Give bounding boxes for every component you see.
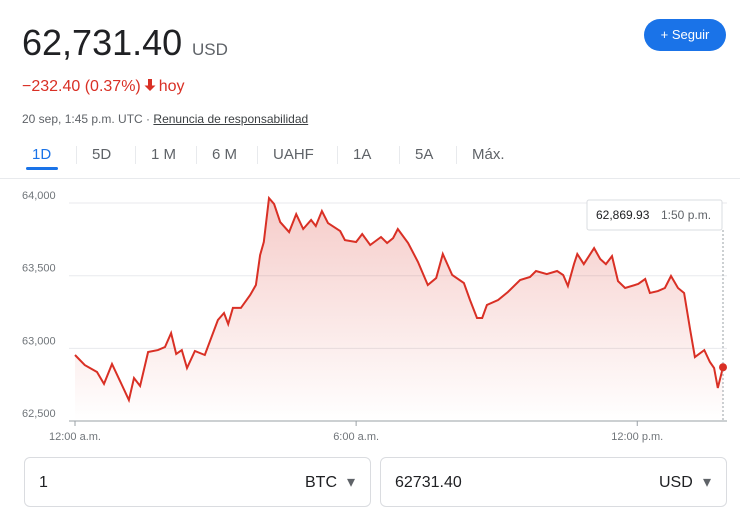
tab[interactable]: 5A (415, 146, 434, 163)
tab-separator (257, 146, 258, 164)
change-period: hoy (158, 78, 185, 95)
y-tick-label: 63,000 (22, 335, 56, 347)
y-tick-label: 64,000 (22, 190, 56, 202)
tab[interactable]: 1 M (151, 146, 177, 163)
timestamp: 20 sep, 1:45 p.m. UTC · (22, 112, 151, 126)
tab[interactable]: 1D (32, 146, 52, 163)
amount-from-box[interactable]: 1 BTC ▾ (24, 457, 371, 507)
tab-separator (337, 146, 338, 164)
dropdown-icon: ▾ (703, 474, 712, 491)
x-tick-label: 12:00 a.m. (49, 431, 101, 443)
y-tick-label: 63,500 (22, 263, 56, 275)
tab[interactable]: Máx. (472, 146, 505, 163)
timestamp-row: 20 sep, 1:45 p.m. UTC · Renuncia de resp… (22, 112, 308, 126)
tab-separator (76, 146, 77, 164)
tab[interactable]: 1A (353, 146, 372, 163)
x-tick-label: 12:00 p.m. (611, 431, 663, 443)
divider (0, 178, 740, 179)
tab-indicator (26, 167, 58, 170)
tab-separator (456, 146, 457, 164)
price-line (74, 195, 724, 404)
tooltip-time: 1:50 p.m. (661, 208, 711, 222)
down-arrow (144, 79, 156, 91)
tab[interactable]: 5D (92, 146, 112, 163)
dropdown-icon: ▾ (347, 474, 356, 491)
x-tick-label: 6:00 a.m. (333, 431, 379, 443)
change: −232.40 (0.37%) hoy (22, 78, 185, 96)
tab-separator (135, 146, 136, 164)
amount-from: 1 (39, 474, 48, 491)
amount-to: 62731.40 (395, 474, 462, 491)
tab[interactable]: UAHF (273, 146, 314, 163)
chart: 62,500 63,000 63,500 64,000 12:00 a.m. 6:00 a… (22, 190, 727, 443)
tooltip-value: 62,869.93 (596, 208, 650, 222)
area (75, 198, 723, 421)
tab-separator (196, 146, 197, 164)
amount-to-box[interactable]: 62731.40 USD ▾ (380, 457, 727, 507)
tab-separator (399, 146, 400, 164)
tab[interactable]: 6 M (212, 146, 238, 163)
unit-from[interactable]: BTC (305, 474, 337, 491)
currency: USD (192, 40, 228, 59)
y-tick-label: 62,500 (22, 408, 56, 420)
tooltip-box (586, 199, 723, 231)
disclaimer-link[interactable]: Renuncia de responsabilidad (153, 112, 309, 126)
follow-label: Seguir (671, 27, 710, 42)
change-value: −232.40 (0.37%) (22, 78, 141, 95)
unit-to[interactable]: USD (659, 474, 693, 491)
follow-button[interactable]: + Seguir (644, 19, 726, 51)
cursor-dot (719, 363, 727, 372)
price: 62,731.40 (22, 22, 183, 63)
